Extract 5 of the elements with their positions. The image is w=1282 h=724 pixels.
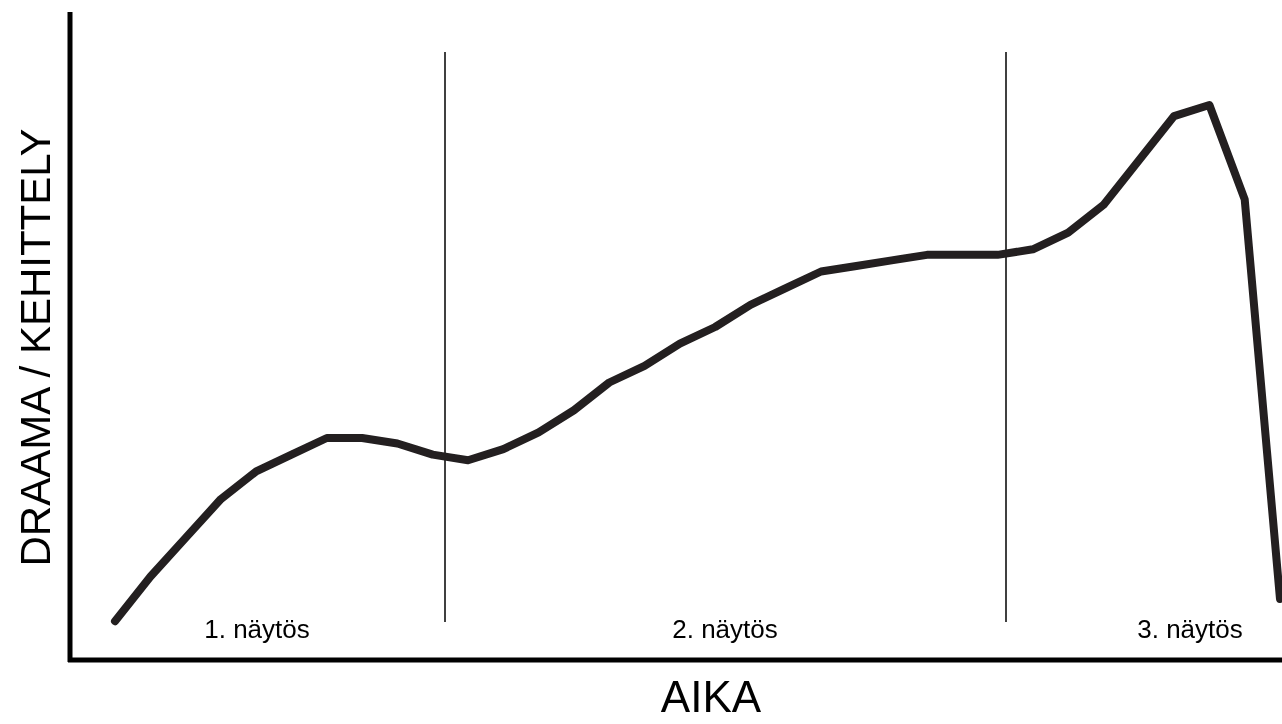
y-axis-title: DRAAMA / KEHITTELY bbox=[12, 128, 59, 567]
x-axis-title: AIKA bbox=[660, 672, 762, 721]
annotation: 2. näytös bbox=[672, 614, 778, 644]
annotation: 1. näytös bbox=[204, 614, 310, 644]
annotation: 3. näytös bbox=[1137, 614, 1243, 644]
